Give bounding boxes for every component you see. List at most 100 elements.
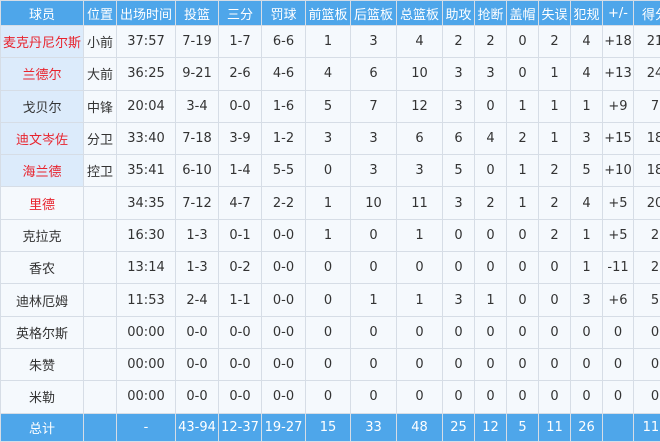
stat-cell: 7-12 [176,187,219,219]
stat-cell: 0 [475,316,507,348]
total-cell: 5 [507,413,539,441]
stat-cell [84,252,117,284]
stat-cell: 6 [397,122,443,154]
stat-cell: 0 [351,348,397,380]
player-name: 朱赞 [1,348,84,380]
stat-cell: 小前 [84,26,117,58]
player-name: 英格尔斯 [1,316,84,348]
player-name: 香农 [1,252,84,284]
totals-label: 总计 [1,413,84,441]
stat-cell: 0 [571,381,603,413]
stat-cell: 0 [351,381,397,413]
player-name[interactable]: 海兰德 [1,155,84,187]
player-name[interactable]: 麦克丹尼尔斯 [1,26,84,58]
stat-cell: 2 [475,187,507,219]
total-cell: 12-37 [219,413,262,441]
stat-cell: 2 [507,122,539,154]
column-header[interactable]: 犯规 [571,1,603,26]
total-cell: 33 [351,413,397,441]
column-header[interactable]: 罚球 [262,1,306,26]
stat-cell: 0 [539,252,571,284]
stat-cell: 0-0 [262,284,306,316]
stat-cell: 中锋 [84,90,117,122]
stat-cell: 0 [475,381,507,413]
stat-cell: 7-19 [176,26,219,58]
stat-cell: 4-7 [219,187,262,219]
stat-cell: 1-3 [176,252,219,284]
stat-cell: 3 [443,284,475,316]
column-header[interactable]: 出场时间 [117,1,176,26]
stat-cell: 0 [507,252,539,284]
column-header[interactable]: 总篮板 [397,1,443,26]
stat-cell: 1 [507,155,539,187]
stat-cell: 0-0 [176,316,219,348]
stat-cell: 2 [539,26,571,58]
stat-cell: 1 [397,284,443,316]
stat-cell: 7 [351,90,397,122]
column-header[interactable]: +/- [603,1,634,26]
column-header[interactable]: 得分 [634,1,660,26]
stat-cell: 0 [507,381,539,413]
stat-cell: 0 [443,348,475,380]
stat-cell: 4 [571,26,603,58]
stat-cell: 0-0 [262,348,306,380]
stat-cell: 1 [539,90,571,122]
stat-cell: 6 [351,58,397,90]
stat-cell: 6-6 [262,26,306,58]
stat-cell: 0 [634,316,660,348]
column-header[interactable]: 盖帽 [507,1,539,26]
column-header[interactable]: 球员 [1,1,84,26]
column-header[interactable]: 投篮 [176,1,219,26]
stat-cell: 0 [443,316,475,348]
stat-cell: 5 [634,284,660,316]
stat-cell: 1 [306,219,351,251]
player-name[interactable]: 迪文岑佐 [1,122,84,154]
stat-cell: 1-3 [176,219,219,251]
stat-cell: 4 [397,26,443,58]
player-name[interactable]: 兰德尔 [1,58,84,90]
stat-cell: -11 [603,252,634,284]
stat-cell: 0 [397,348,443,380]
stat-cell: 13:14 [117,252,176,284]
stat-cell: 33:40 [117,122,176,154]
stat-cell: 18 [634,155,660,187]
stat-cell: 0 [539,348,571,380]
stat-cell: 1-4 [219,155,262,187]
column-header[interactable]: 三分 [219,1,262,26]
stat-cell: 0 [306,316,351,348]
stat-cell: 0 [306,252,351,284]
stat-cell: 大前 [84,58,117,90]
stat-cell: 0-0 [176,381,219,413]
stat-cell: +6 [603,284,634,316]
stat-cell: 0 [397,381,443,413]
stat-cell: 0 [634,348,660,380]
stat-cell: 1 [306,187,351,219]
column-header[interactable]: 后篮板 [351,1,397,26]
column-header[interactable]: 位置 [84,1,117,26]
stat-cell: 1 [397,219,443,251]
stat-cell: 0 [603,348,634,380]
column-header[interactable]: 助攻 [443,1,475,26]
column-header[interactable]: 抢断 [475,1,507,26]
total-cell: 19-27 [262,413,306,441]
stat-cell: 5-5 [262,155,306,187]
total-cell: 12 [475,413,507,441]
column-header[interactable]: 失误 [539,1,571,26]
stat-cell: +10 [603,155,634,187]
stat-cell: 4 [571,58,603,90]
stat-cell: 0 [507,26,539,58]
stat-cell: 0 [571,348,603,380]
stat-cell: 0-1 [219,219,262,251]
stat-cell [84,381,117,413]
column-header[interactable]: 前篮板 [306,1,351,26]
player-name[interactable]: 里德 [1,187,84,219]
